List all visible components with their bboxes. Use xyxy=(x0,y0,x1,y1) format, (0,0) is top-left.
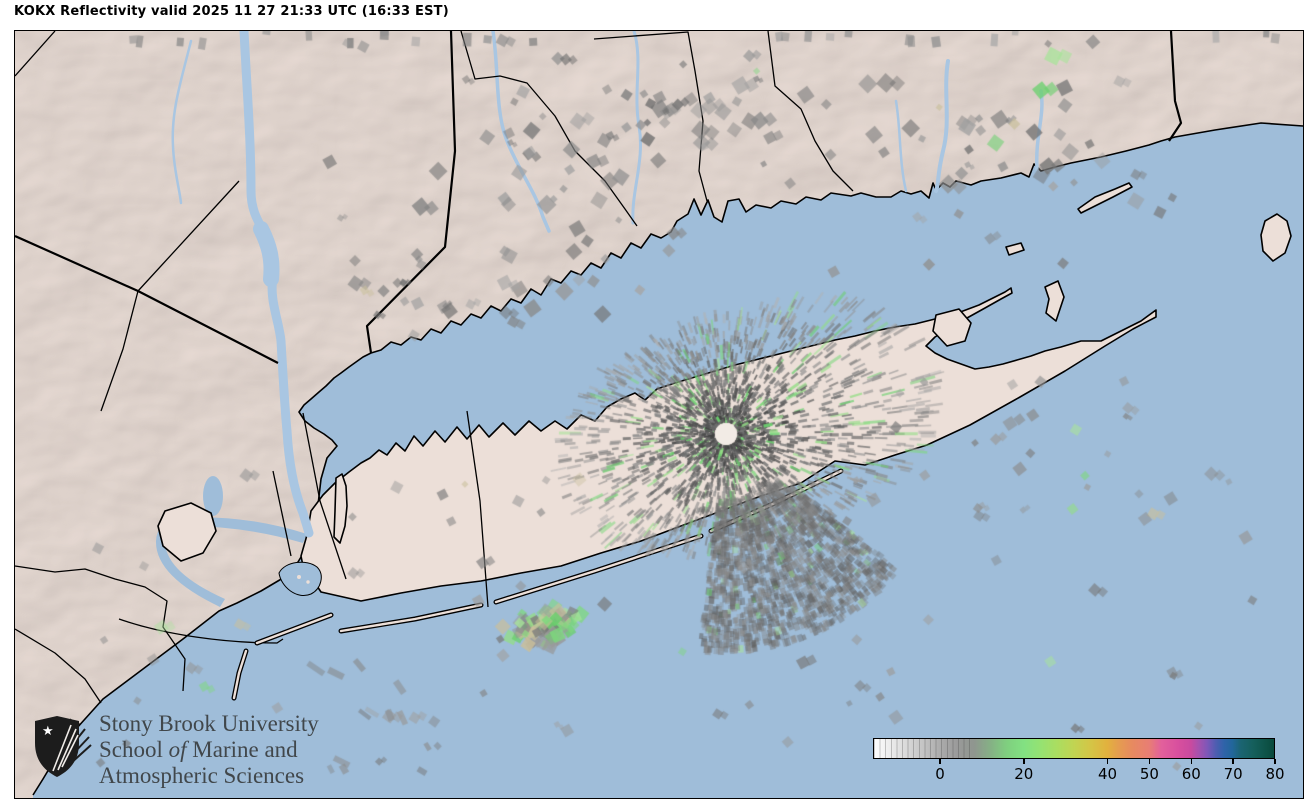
colorbar-tick-label: 60 xyxy=(1181,765,1201,783)
colorbar-tick-label: 50 xyxy=(1139,765,1159,783)
colorbar-tick xyxy=(1106,759,1109,764)
shield-icon: ★ xyxy=(35,716,92,777)
logo-text: Stony Brook University School of Marine … xyxy=(99,711,319,789)
svg-text:★: ★ xyxy=(42,724,54,739)
logo-line-2: School of Marine and xyxy=(99,737,298,762)
reflectivity-colorbar: 0 20 40 50 60 70 80 xyxy=(873,738,1285,784)
colorbar-tick xyxy=(1023,759,1025,764)
colorbar-tick xyxy=(1274,759,1276,764)
radar-echo-layer xyxy=(15,31,1303,798)
stony-brook-logo: ★ Stony Brook University School of Marin… xyxy=(31,711,331,796)
logo-line-3: Atmospheric Sciences xyxy=(99,763,305,788)
colorbar-tick xyxy=(1232,759,1234,764)
radar-map: 0 20 40 50 60 70 80 ★ Stony Brook University S… xyxy=(14,30,1304,799)
colorbar-tick-label: 0 xyxy=(935,765,945,783)
colorbar-tick xyxy=(1190,759,1192,764)
colorbar-discrete-stripes xyxy=(874,739,974,758)
colorbar-tick-label: 70 xyxy=(1223,765,1243,783)
colorbar-gradient xyxy=(873,738,1275,759)
colorbar-tick xyxy=(1148,759,1151,764)
colorbar-tick-label: 80 xyxy=(1265,765,1285,783)
colorbar-tick xyxy=(939,759,941,764)
page-title: KOKX Reflectivity valid 2025 11 27 21:33… xyxy=(14,4,449,19)
colorbar-tick-label: 40 xyxy=(1097,765,1118,783)
colorbar-tick-label: 20 xyxy=(1014,765,1034,783)
logo-line-1: Stony Brook University xyxy=(99,711,319,736)
